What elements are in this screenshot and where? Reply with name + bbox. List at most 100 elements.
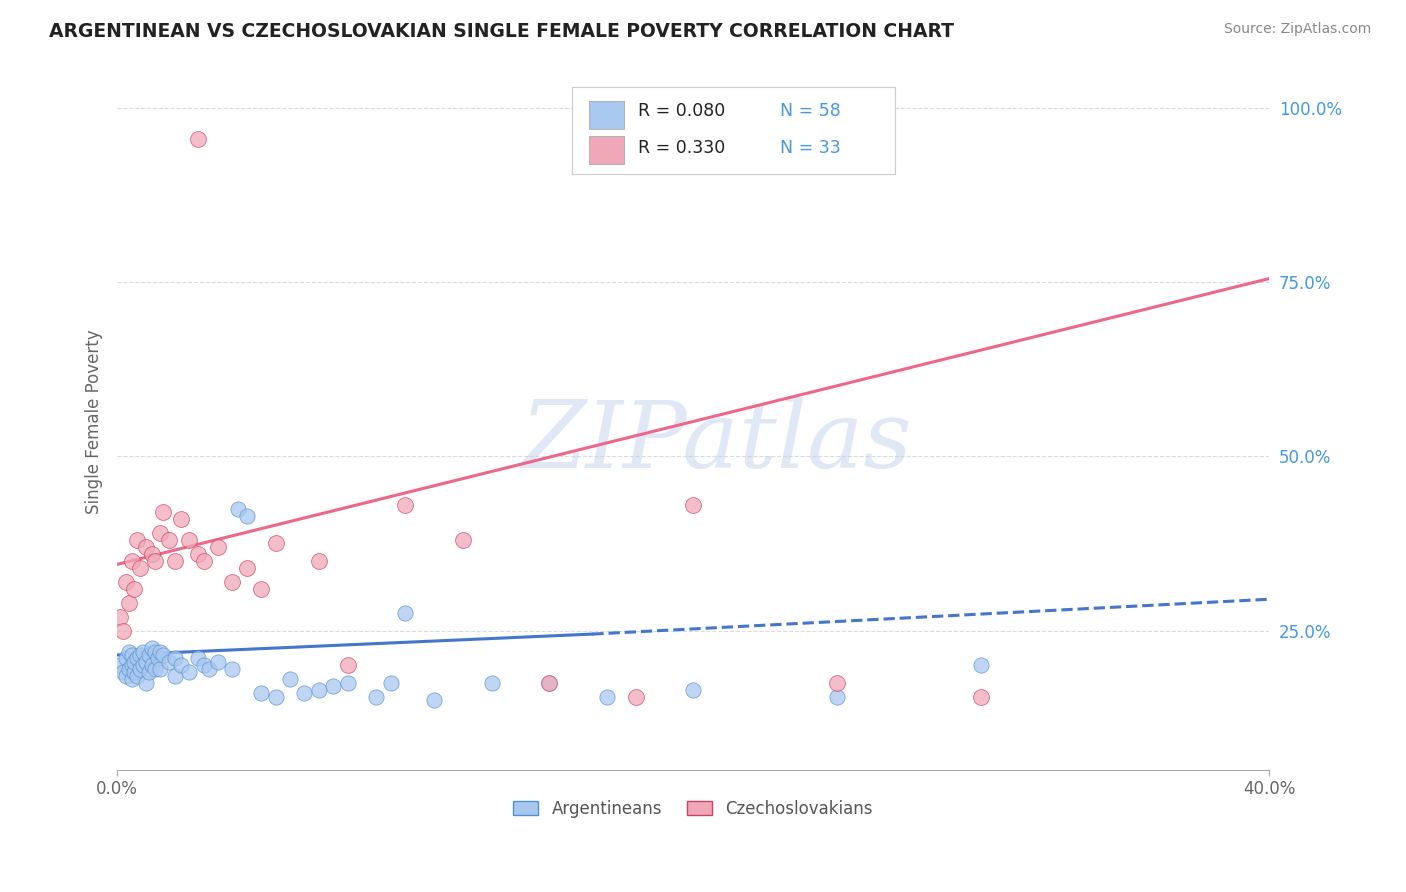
Point [278, 673, 301, 687]
Point [187, 132, 209, 146]
Point [108, 658, 131, 673]
Point [187, 651, 209, 665]
Point [292, 686, 315, 700]
Point [143, 554, 166, 568]
Bar [589, 136, 624, 163]
Point [157, 533, 180, 547]
Point [114, 651, 136, 665]
Point [163, 651, 186, 665]
Legend: Argentineans, Czechoslovakians: Argentineans, Czechoslovakians [506, 793, 880, 824]
Point [124, 655, 146, 669]
Point [179, 665, 201, 680]
Point [121, 554, 143, 568]
Point [179, 533, 201, 547]
Point [336, 658, 359, 673]
Point [221, 574, 243, 589]
Point [380, 676, 402, 690]
Point [394, 606, 416, 620]
Point [236, 508, 259, 523]
Point [132, 658, 155, 673]
Point [152, 505, 174, 519]
Point [132, 644, 155, 658]
Point [423, 693, 446, 707]
Point [226, 501, 249, 516]
Point [138, 648, 160, 662]
Point [141, 640, 163, 655]
Point [970, 658, 993, 673]
Point [366, 690, 388, 704]
Text: Source: ZipAtlas.com: Source: ZipAtlas.com [1223, 22, 1371, 37]
Point [121, 658, 143, 673]
Point [825, 690, 848, 704]
Point [308, 682, 330, 697]
Point [193, 658, 215, 673]
Point [114, 574, 136, 589]
Point [451, 533, 474, 547]
Point [394, 498, 416, 512]
FancyBboxPatch shape [572, 87, 894, 174]
Point [538, 676, 561, 690]
Point [481, 676, 503, 690]
Bar [589, 101, 624, 128]
Point [207, 540, 229, 554]
Point [118, 662, 141, 676]
Point [141, 658, 163, 673]
Point [129, 561, 152, 575]
Point [264, 536, 287, 550]
Point [308, 554, 330, 568]
Point [193, 554, 215, 568]
Point [146, 651, 169, 665]
Point [152, 648, 174, 662]
Point [124, 582, 146, 596]
Point [149, 662, 172, 676]
Point [143, 662, 166, 676]
Text: ZIPatlas: ZIPatlas [520, 398, 912, 487]
Point [135, 676, 157, 690]
Point [127, 669, 149, 683]
Point [163, 669, 186, 683]
Point [143, 644, 166, 658]
Point [138, 665, 160, 680]
Point [108, 609, 131, 624]
Point [250, 582, 273, 596]
Point [129, 648, 152, 662]
Point [169, 658, 191, 673]
Point [236, 561, 259, 575]
Point [624, 690, 647, 704]
Point [149, 644, 172, 658]
Point [124, 665, 146, 680]
Point [221, 662, 243, 676]
Text: N = 33: N = 33 [779, 138, 841, 157]
Point [322, 679, 344, 693]
Text: N = 58: N = 58 [779, 103, 841, 120]
Y-axis label: Single Female Poverty: Single Female Poverty [86, 329, 103, 514]
Point [207, 655, 229, 669]
Point [135, 540, 157, 554]
Point [135, 655, 157, 669]
Point [149, 526, 172, 541]
Point [682, 682, 704, 697]
Point [682, 498, 704, 512]
Point [118, 644, 141, 658]
Point [121, 648, 143, 662]
Point [118, 596, 141, 610]
Point [198, 662, 221, 676]
Point [169, 512, 191, 526]
Point [111, 665, 134, 680]
Text: ARGENTINEAN VS CZECHOSLOVAKIAN SINGLE FEMALE POVERTY CORRELATION CHART: ARGENTINEAN VS CZECHOSLOVAKIAN SINGLE FE… [49, 22, 955, 41]
Point [121, 673, 143, 687]
Point [264, 690, 287, 704]
Point [129, 662, 152, 676]
Point [114, 669, 136, 683]
Point [538, 676, 561, 690]
Point [970, 690, 993, 704]
Text: R = 0.330: R = 0.330 [638, 138, 725, 157]
Point [141, 547, 163, 561]
Point [163, 554, 186, 568]
Point [187, 547, 209, 561]
Text: R = 0.080: R = 0.080 [638, 103, 725, 120]
Point [336, 676, 359, 690]
Point [250, 686, 273, 700]
Point [596, 690, 619, 704]
Point [127, 533, 149, 547]
